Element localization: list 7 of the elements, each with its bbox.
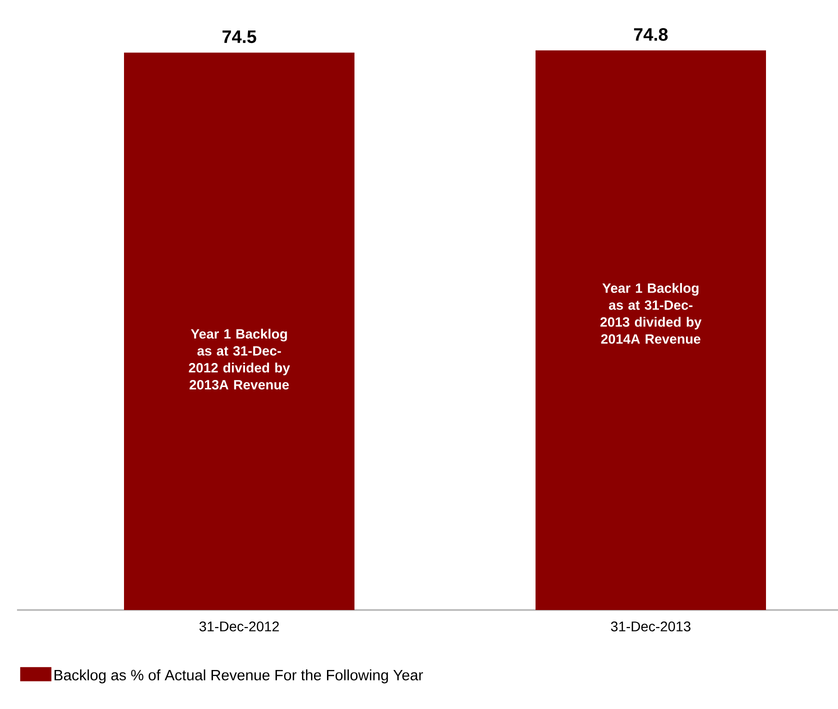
annotation: Year 1 Backlog as at 31-Dec-2012 divided by 2013A Revenue (188, 328, 290, 390)
annotation: Year 1 Backlog as at 31-Dec-2013 divided by 2014A Revenue (600, 283, 702, 344)
data-label: 74.5 (222, 30, 256, 44)
x-tick-label: 31-Dec-2013 (610, 621, 690, 632)
legend-label: Backlog as % of Actual Revenue For the Following Year (54, 669, 423, 684)
x-tick-label: 31-Dec-2012 (199, 621, 279, 632)
data-label: 74.8 (634, 28, 668, 41)
